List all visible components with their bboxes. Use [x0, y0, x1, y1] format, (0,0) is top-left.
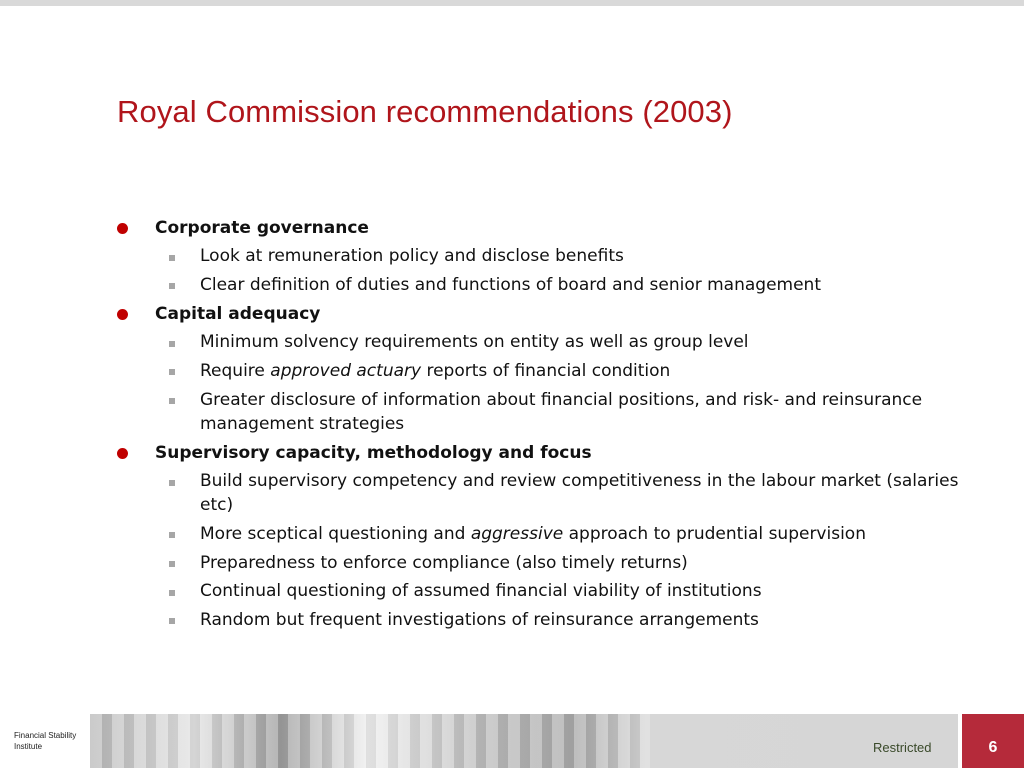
bullet-heading: Corporate governance: [0, 211, 1024, 240]
sub-bullet-text: approach to prudential supervision: [563, 523, 866, 544]
sub-bullet-text: Preparedness to enforce compliance (also…: [200, 552, 688, 573]
bullet-heading: Supervisory capacity, methodology and fo…: [0, 436, 1024, 465]
bullet-heading: Capital adequacy: [0, 297, 1024, 326]
page-number: 6: [988, 739, 998, 756]
sub-bullet: Look at remuneration policy and disclose…: [0, 240, 960, 269]
bullet-list: Corporate governance Look at remuneration…: [0, 211, 1024, 632]
square-bullet-icon: [169, 618, 175, 625]
square-bullet-icon: [169, 479, 175, 486]
sub-bullet: Minimum solvency requirements on entity …: [0, 326, 960, 355]
emphasis-text: approved actuary: [270, 361, 422, 382]
logo-line: Institute: [14, 742, 43, 751]
sub-bullet-text: Build supervisory competency and review …: [200, 471, 959, 516]
bullet-heading-text: Supervisory capacity, methodology and fo…: [155, 442, 592, 463]
square-bullet-icon: [169, 589, 175, 596]
sub-bullet: Greater disclosure of information about …: [0, 383, 960, 436]
square-bullet-icon: [169, 369, 175, 376]
fsi-logo: Financial Stability Institute: [14, 730, 76, 752]
square-bullet-icon: [169, 340, 175, 347]
sub-bullet-text: Look at remuneration policy and disclose…: [200, 246, 624, 267]
bullet-heading-text: Capital adequacy: [155, 303, 321, 324]
square-bullet-icon: [169, 532, 175, 539]
sub-bullet: Clear definition of duties and functions…: [0, 268, 960, 297]
sub-bullet: Require approved actuary reports of fina…: [0, 354, 960, 383]
sub-bullet-text: Clear definition of duties and functions…: [200, 275, 821, 296]
square-bullet-icon: [169, 398, 175, 405]
sub-bullet-text: Minimum solvency requirements on entity …: [200, 332, 749, 353]
logo-line: Financial Stability: [14, 731, 77, 740]
sub-bullet-text: Random but frequent investigations of re…: [200, 609, 759, 630]
sub-bullet: Preparedness to enforce compliance (also…: [0, 546, 960, 575]
top-bar: [0, 0, 1024, 6]
sub-bullet-text: reports of financial condition: [421, 361, 671, 382]
classification-label: Restricted: [873, 740, 932, 755]
square-bullet-icon: [169, 254, 175, 261]
sub-bullet: More sceptical questioning and aggressiv…: [0, 517, 960, 546]
bullet-heading-text: Corporate governance: [155, 217, 369, 238]
sub-bullet-text: Greater disclosure of information about …: [200, 389, 923, 434]
page-number-box: 6: [962, 714, 1024, 768]
square-bullet-icon: [169, 560, 175, 567]
bullet-dot-icon: [117, 309, 128, 321]
sub-bullet: Continual questioning of assumed financi…: [0, 575, 960, 604]
sub-bullet: Random but frequent investigations of re…: [0, 603, 960, 632]
sub-bullet-text: Continual questioning of assumed financi…: [200, 581, 762, 602]
sub-bullet-text: More sceptical questioning and: [200, 523, 471, 544]
square-bullet-icon: [169, 283, 175, 290]
sub-bullet: Build supervisory competency and review …: [0, 465, 960, 518]
emphasis-text: aggressive: [470, 523, 564, 544]
footer-building-image: [90, 714, 958, 768]
slide-title: Royal Commission recommendations (2003): [117, 94, 733, 129]
bullet-dot-icon: [117, 223, 128, 234]
sub-bullet-text: Require: [200, 361, 271, 382]
bullet-dot-icon: [117, 447, 128, 459]
